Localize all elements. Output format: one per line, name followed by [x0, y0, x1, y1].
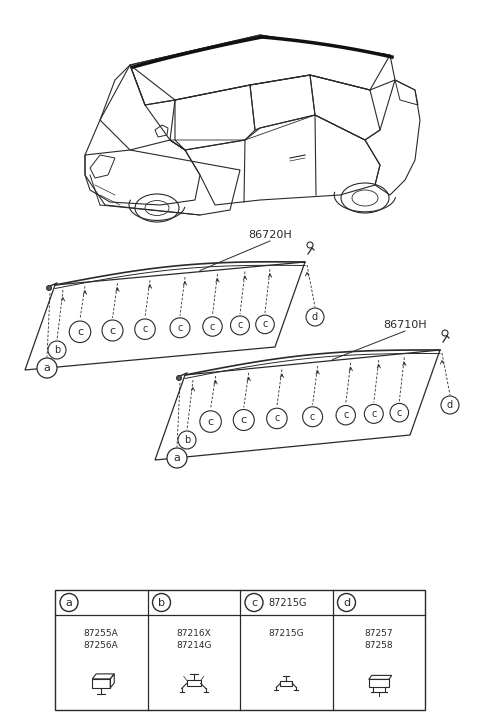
- Text: 87255A
87256A: 87255A 87256A: [84, 629, 119, 650]
- Text: c: c: [240, 415, 247, 425]
- Circle shape: [200, 411, 221, 432]
- Text: b: b: [158, 598, 165, 608]
- Text: a: a: [44, 363, 50, 373]
- Text: c: c: [310, 412, 315, 422]
- Text: c: c: [109, 325, 116, 336]
- Text: c: c: [262, 320, 268, 330]
- Circle shape: [203, 317, 222, 336]
- Circle shape: [60, 593, 78, 611]
- Circle shape: [233, 410, 254, 431]
- Text: b: b: [184, 435, 190, 445]
- Bar: [92, 679, 110, 688]
- Circle shape: [303, 407, 323, 427]
- Circle shape: [177, 376, 181, 380]
- Text: 87257
87258: 87257 87258: [364, 629, 393, 650]
- Text: a: a: [66, 598, 72, 608]
- Bar: [369, 680, 389, 688]
- Text: c: c: [274, 413, 279, 423]
- Text: 87215G: 87215G: [268, 629, 304, 638]
- Text: c: c: [237, 320, 243, 330]
- Circle shape: [230, 316, 250, 335]
- Circle shape: [102, 320, 123, 341]
- Text: 87216X
87214G: 87216X 87214G: [176, 629, 212, 650]
- Text: c: c: [207, 417, 214, 426]
- Bar: [55, 590, 425, 710]
- Text: 86710H: 86710H: [383, 320, 427, 330]
- Circle shape: [48, 341, 66, 359]
- Text: b: b: [54, 345, 60, 355]
- Text: c: c: [396, 408, 402, 418]
- Text: c: c: [343, 410, 348, 420]
- Circle shape: [267, 408, 287, 428]
- Circle shape: [170, 318, 190, 338]
- Text: 86720H: 86720H: [248, 230, 292, 240]
- Text: d: d: [447, 400, 453, 410]
- Circle shape: [364, 405, 384, 423]
- Circle shape: [336, 405, 356, 425]
- Bar: [280, 681, 292, 686]
- Circle shape: [441, 396, 459, 414]
- Circle shape: [135, 319, 155, 339]
- Bar: [187, 680, 201, 686]
- Circle shape: [167, 448, 187, 468]
- Circle shape: [390, 403, 408, 422]
- Text: 87215G: 87215G: [268, 598, 307, 608]
- Circle shape: [306, 308, 324, 326]
- Text: c: c: [251, 598, 257, 608]
- Text: c: c: [177, 323, 183, 333]
- Text: d: d: [312, 312, 318, 322]
- Text: c: c: [77, 327, 83, 337]
- Text: c: c: [210, 322, 215, 331]
- Text: c: c: [371, 409, 376, 419]
- Circle shape: [47, 286, 51, 290]
- Circle shape: [256, 315, 274, 333]
- Circle shape: [178, 431, 196, 449]
- Circle shape: [153, 593, 170, 611]
- Circle shape: [245, 593, 263, 611]
- Circle shape: [69, 321, 91, 343]
- Text: d: d: [343, 598, 350, 608]
- Text: a: a: [174, 453, 180, 463]
- Text: c: c: [142, 324, 148, 334]
- Circle shape: [37, 358, 57, 378]
- Circle shape: [337, 593, 356, 611]
